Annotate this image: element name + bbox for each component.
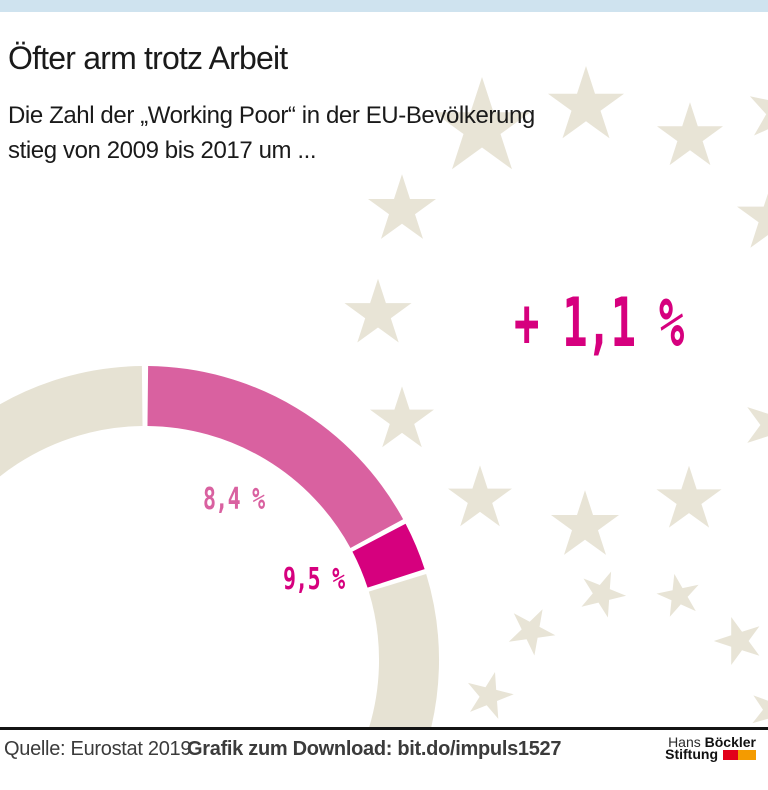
logo-line-2: Stiftung	[665, 746, 756, 762]
segment-label-2017: 9,5 %	[283, 562, 345, 597]
logo-hans: Hans	[668, 734, 701, 750]
eu-star-icon	[368, 174, 436, 239]
hans-boeckler-stiftung-logo: Hans Böckler Stiftung	[665, 734, 756, 762]
donut-base-arc-0	[0, 366, 143, 477]
eu-star-icon	[749, 96, 768, 136]
eu-star-icon	[752, 695, 768, 724]
eu-star-icon	[656, 573, 699, 617]
eu-star-icon	[713, 617, 760, 665]
source-text: Quelle: Eurostat 2019	[4, 738, 192, 760]
donut-segment-2017	[352, 523, 425, 589]
page-title: Öfter arm trotz Arbeit	[8, 40, 288, 76]
donut-chart-svg	[0, 66, 768, 727]
logo-line-1: Hans Böckler	[665, 734, 756, 750]
logo-orange-square-icon	[738, 750, 756, 760]
download-link-text: Grafik zum Download: bit.do/impuls1527	[187, 738, 562, 760]
eu-star-icon	[548, 66, 624, 139]
top-accent-bar	[0, 0, 768, 12]
donut-base-arc-1	[368, 574, 440, 727]
eu-star-icon	[370, 386, 434, 448]
subtitle-line-1: Die Zahl der „Working Poor“ in der EU-Be…	[8, 102, 535, 129]
logo-red-square-icon	[723, 750, 738, 760]
eu-star-icon	[468, 672, 514, 719]
eu-star-icon	[657, 102, 723, 166]
logo-boeckler: Böckler	[704, 734, 756, 750]
logo-stiftung: Stiftung	[665, 746, 718, 762]
eu-star-icon	[747, 407, 768, 443]
eu-star-icon	[344, 278, 412, 343]
donut-segment-2009	[146, 366, 404, 549]
eu-star-icon	[581, 571, 627, 618]
eu-star-icon	[656, 465, 722, 528]
chart-area: Öfter arm trotz Arbeit Die Zahl der „Wor…	[0, 40, 768, 727]
subtitle-line-2: stieg von 2009 bis 2017 um ...	[8, 137, 317, 164]
eu-star-icon	[448, 465, 512, 527]
eu-star-icon	[433, 77, 531, 170]
segment-label-2009: 8,4 %	[203, 482, 265, 517]
eu-star-icon	[551, 490, 619, 555]
subtitle: Die Zahl der „Working Poor“ in der EU-Be…	[8, 98, 535, 168]
eu-star-icon	[737, 193, 768, 248]
footer-divider	[0, 727, 768, 730]
eu-star-icon	[508, 609, 556, 656]
delta-value-label: + 1,1 %	[514, 284, 684, 363]
